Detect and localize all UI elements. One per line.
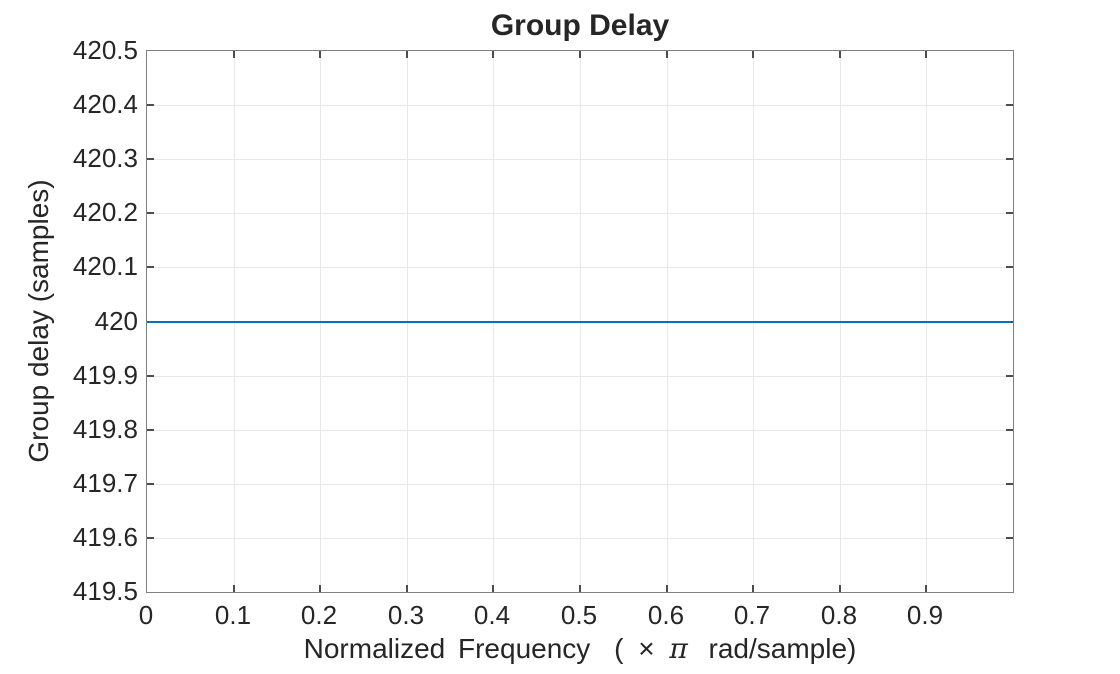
x-tick-mark-top — [319, 51, 321, 58]
y-tick-label: 420.1 — [72, 251, 138, 281]
y-tick-label: 419.7 — [72, 468, 138, 498]
series-line-group-delay — [147, 321, 1011, 323]
y-gridline — [147, 375, 1013, 377]
y-tick-mark-right — [1006, 158, 1013, 160]
y-gridline — [147, 266, 1013, 268]
y-tick-mark-left — [147, 158, 154, 160]
x-tick-mark-top — [666, 51, 668, 58]
x-tick-mark-bottom — [752, 585, 754, 592]
y-tick-mark-left — [147, 212, 154, 214]
y-gridline — [147, 429, 1013, 431]
x-axis-label-paren: ( — [614, 633, 624, 664]
x-tick-label: 0 — [138, 600, 154, 630]
x-tick-mark-bottom — [666, 585, 668, 592]
y-tick-label: 419.6 — [72, 522, 138, 552]
y-gridline — [147, 104, 1013, 106]
x-axis-tick-labels: 0 0.1 0.2 0.3 0.4 0.5 0.6 0.7 0.8 0.9 — [139, 599, 1014, 631]
multiply-symbol: × — [638, 633, 655, 664]
y-tick-label: 420.4 — [72, 89, 138, 119]
y-tick-mark-right — [1006, 266, 1013, 268]
x-tick-mark-top — [839, 51, 841, 58]
x-tick-mark-bottom — [406, 585, 408, 592]
chart-title: Group Delay — [490, 9, 670, 42]
x-tick-mark-top — [406, 51, 408, 58]
pi-symbol: π — [669, 632, 688, 665]
x-tick-label: 0.7 — [733, 600, 771, 630]
x-tick-label: 0.4 — [473, 600, 511, 630]
y-gridline — [147, 212, 1013, 214]
x-tick-label: 0.1 — [214, 600, 252, 630]
x-tick-mark-bottom — [579, 585, 581, 592]
x-tick-mark-top — [233, 51, 235, 58]
x-tick-label: 0.6 — [647, 600, 685, 630]
y-tick-label: 419.9 — [72, 360, 138, 390]
x-tick-mark-bottom — [319, 585, 321, 592]
y-tick-mark-left — [147, 429, 154, 431]
y-tick-mark-left — [147, 537, 154, 539]
y-axis-label: Group delay (samples) — [23, 179, 54, 463]
y-tick-label: 419.5 — [72, 576, 138, 606]
x-tick-label: 0.8 — [820, 600, 858, 630]
y-tick-label: 420.3 — [72, 143, 138, 173]
x-tick-mark-top — [752, 51, 754, 58]
x-axis-label: Normalized Frequency ( × π rad/sample) — [146, 631, 1014, 667]
x-tick-mark-bottom — [233, 585, 235, 592]
x-tick-mark-bottom — [925, 585, 927, 592]
y-gridline — [147, 483, 1013, 485]
x-tick-mark-top — [492, 51, 494, 58]
x-tick-mark-bottom — [492, 585, 494, 592]
y-tick-mark-right — [1006, 483, 1013, 485]
plot-area — [146, 50, 1014, 593]
y-axis-tick-labels: 419.5 419.6 419.7 419.8 419.9 420 420.1 420.2 42… — [0, 0, 138, 674]
y-tick-mark-right — [1006, 104, 1013, 106]
x-tick-mark-top — [925, 51, 927, 58]
y-tick-mark-left — [147, 104, 154, 106]
y-gridline — [147, 158, 1013, 160]
y-tick-label: 420.5 — [72, 35, 138, 65]
y-tick-mark-left — [147, 266, 154, 268]
x-tick-label: 0.5 — [560, 600, 598, 630]
y-tick-mark-right — [1006, 375, 1013, 377]
x-tick-label: 0.2 — [300, 600, 338, 630]
x-tick-label: 0.3 — [387, 600, 425, 630]
y-tick-mark-left — [147, 483, 154, 485]
y-tick-mark-right — [1006, 212, 1013, 214]
x-tick-mark-bottom — [839, 585, 841, 592]
x-axis-label-text: Normalized Frequency — [303, 633, 591, 664]
x-tick-label: 0.9 — [906, 600, 944, 630]
y-tick-label: 420 — [94, 306, 138, 336]
x-axis-label-units: rad/sample) — [708, 633, 857, 664]
y-tick-mark-right — [1006, 537, 1013, 539]
y-tick-label: 419.8 — [72, 414, 138, 444]
x-tick-mark-top — [579, 51, 581, 58]
y-tick-mark-right — [1006, 429, 1013, 431]
y-gridline — [147, 537, 1013, 539]
y-tick-label: 420.2 — [72, 197, 138, 227]
y-tick-mark-left — [147, 375, 154, 377]
